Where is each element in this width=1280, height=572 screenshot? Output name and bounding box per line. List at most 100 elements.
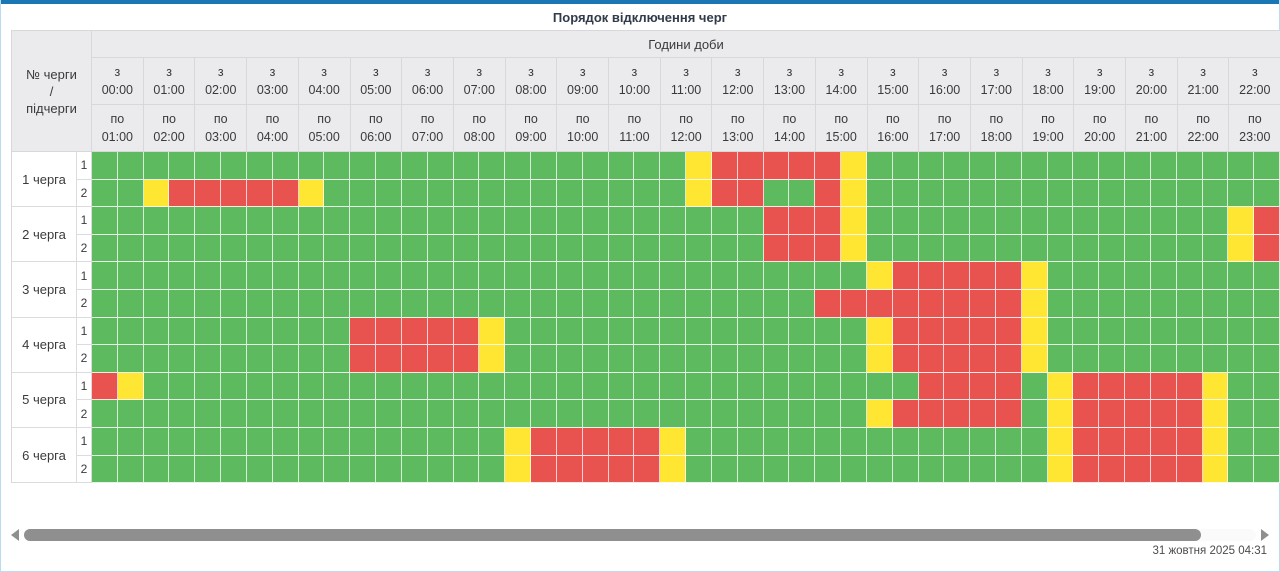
schedule-cell-outage — [531, 455, 557, 484]
schedule-cell-power-on — [195, 345, 222, 373]
schedule-cell-power-on — [479, 400, 506, 428]
schedule-cell-possible-outage — [841, 179, 867, 208]
schedule-cell-power-on — [866, 372, 893, 401]
schedule-cell-power-on — [815, 317, 842, 346]
schedule-cell-outage — [1099, 455, 1126, 484]
schedule-cell-power-on — [634, 207, 661, 235]
schedule-cell-power-on — [1254, 345, 1280, 373]
schedule-cell-power-on — [350, 400, 377, 428]
schedule-cell-power-on — [1047, 317, 1074, 346]
scroll-left-icon[interactable] — [11, 529, 19, 541]
schedule-cell-power-on — [479, 152, 506, 180]
schedule-cells — [92, 427, 1280, 456]
schedule-cell-possible-outage — [479, 345, 506, 373]
scrollbar-track[interactable] — [24, 529, 1256, 541]
schedule-cell-power-on — [143, 400, 170, 428]
schedule-cell-power-on — [427, 234, 454, 263]
schedule-cell-power-on — [944, 207, 971, 235]
schedule-cell-power-on — [918, 234, 945, 263]
hour-column-header: з 21:00 по 22:00 — [1177, 58, 1230, 152]
schedule-cell-power-on — [841, 400, 867, 428]
schedule-cell-power-on — [1228, 455, 1255, 484]
schedule-cell-power-on — [866, 207, 893, 235]
schedule-cell-outage — [944, 345, 971, 373]
hour-column-header: з 16:00 по 17:00 — [919, 58, 971, 152]
schedule-cell-power-on — [427, 179, 454, 208]
schedule-cell-outage — [918, 262, 945, 290]
schedule-cell-power-on — [143, 427, 170, 456]
schedule-cell-outage — [815, 179, 842, 208]
schedule-cell-possible-outage — [1047, 427, 1074, 456]
schedule-cell-power-on — [866, 152, 893, 180]
schedule-cell-outage — [737, 179, 764, 208]
queue-label: 4 черга — [12, 317, 77, 373]
schedule-cell-power-on — [531, 179, 557, 208]
schedule-cell-power-on — [737, 289, 764, 318]
schedule-cell-power-on — [298, 234, 325, 263]
schedule-cell-power-on — [634, 262, 661, 290]
hour-to-cell: по 19:00 — [1022, 105, 1074, 152]
schedule-cell-power-on — [505, 179, 532, 208]
schedule-cell-power-on — [711, 400, 738, 428]
schedule-cell-power-on — [789, 317, 816, 346]
schedule-cell-power-on — [505, 400, 532, 428]
schedule-cell-power-on — [1073, 345, 1100, 373]
schedule-cell-power-on — [401, 262, 428, 290]
schedule-cell-outage — [376, 317, 402, 346]
schedule-cell-outage — [970, 262, 996, 290]
schedule-cell-power-on — [582, 372, 609, 401]
schedule-cell-power-on — [660, 317, 687, 346]
hour-to-cell: по 16:00 — [867, 105, 919, 152]
scroll-right-icon[interactable] — [1261, 529, 1269, 541]
schedule-cell-power-on — [324, 317, 351, 346]
schedule-cell-power-on — [1254, 289, 1280, 318]
schedule-cell-possible-outage — [866, 317, 893, 346]
schedule-cell-power-on — [789, 262, 816, 290]
schedule-cell-power-on — [1202, 152, 1229, 180]
hour-from-cell: з 18:00 — [1022, 58, 1074, 105]
schedule-cell-outage — [970, 400, 996, 428]
schedule-cell-power-on — [324, 234, 351, 263]
schedule-cell-power-on — [1073, 262, 1100, 290]
schedule-cell-outage — [995, 400, 1022, 428]
scrollbar-thumb[interactable] — [24, 529, 1201, 541]
hour-from-cell: з 09:00 — [557, 58, 609, 105]
schedule-cell-power-on — [737, 207, 764, 235]
schedule-cell-power-on — [711, 427, 738, 456]
schedule-cell-power-on — [1150, 262, 1177, 290]
schedule-cell-power-on — [660, 400, 687, 428]
schedule-cell-power-on — [427, 152, 454, 180]
schedule-cell-power-on — [892, 179, 919, 208]
hour-from-cell: з 16:00 — [919, 58, 970, 105]
schedule-cell-power-on — [117, 400, 144, 428]
schedule-cell-power-on — [298, 152, 325, 180]
hour-to-cell: по 22:00 — [1177, 105, 1229, 152]
schedule-cell-power-on — [1150, 179, 1177, 208]
schedule-cell-power-on — [1228, 345, 1255, 373]
subqueue-number: 2 — [77, 345, 92, 373]
queue-row: 5 черга 1 2 — [12, 372, 1280, 428]
schedule-cell-power-on — [995, 427, 1022, 456]
schedule-cell-power-on — [453, 152, 480, 180]
schedule-cell-power-on — [505, 207, 532, 235]
schedule-cell-power-on — [686, 427, 712, 456]
horizontal-scrollbar[interactable] — [1, 527, 1279, 543]
schedule-cell-power-on — [272, 345, 299, 373]
schedule-cell-power-on — [711, 262, 738, 290]
schedule-cell-power-on — [195, 207, 222, 235]
schedule-cell-power-on — [169, 289, 196, 318]
hour-from-cell: з 06:00 — [402, 58, 453, 105]
schedule-cell-power-on — [143, 317, 170, 346]
schedule-cell-power-on — [324, 345, 351, 373]
schedule-cell-power-on — [117, 234, 144, 263]
schedule-cell-outage — [427, 317, 454, 346]
schedule-cell-outage — [789, 152, 816, 180]
schedule-cell-power-on — [246, 317, 273, 346]
schedule-cell-power-on — [1254, 152, 1280, 180]
schedule-cell-power-on — [1254, 179, 1280, 208]
schedule-cell-power-on — [376, 372, 402, 401]
schedule-cell-power-on — [92, 179, 118, 208]
schedule-cell-power-on — [246, 345, 273, 373]
